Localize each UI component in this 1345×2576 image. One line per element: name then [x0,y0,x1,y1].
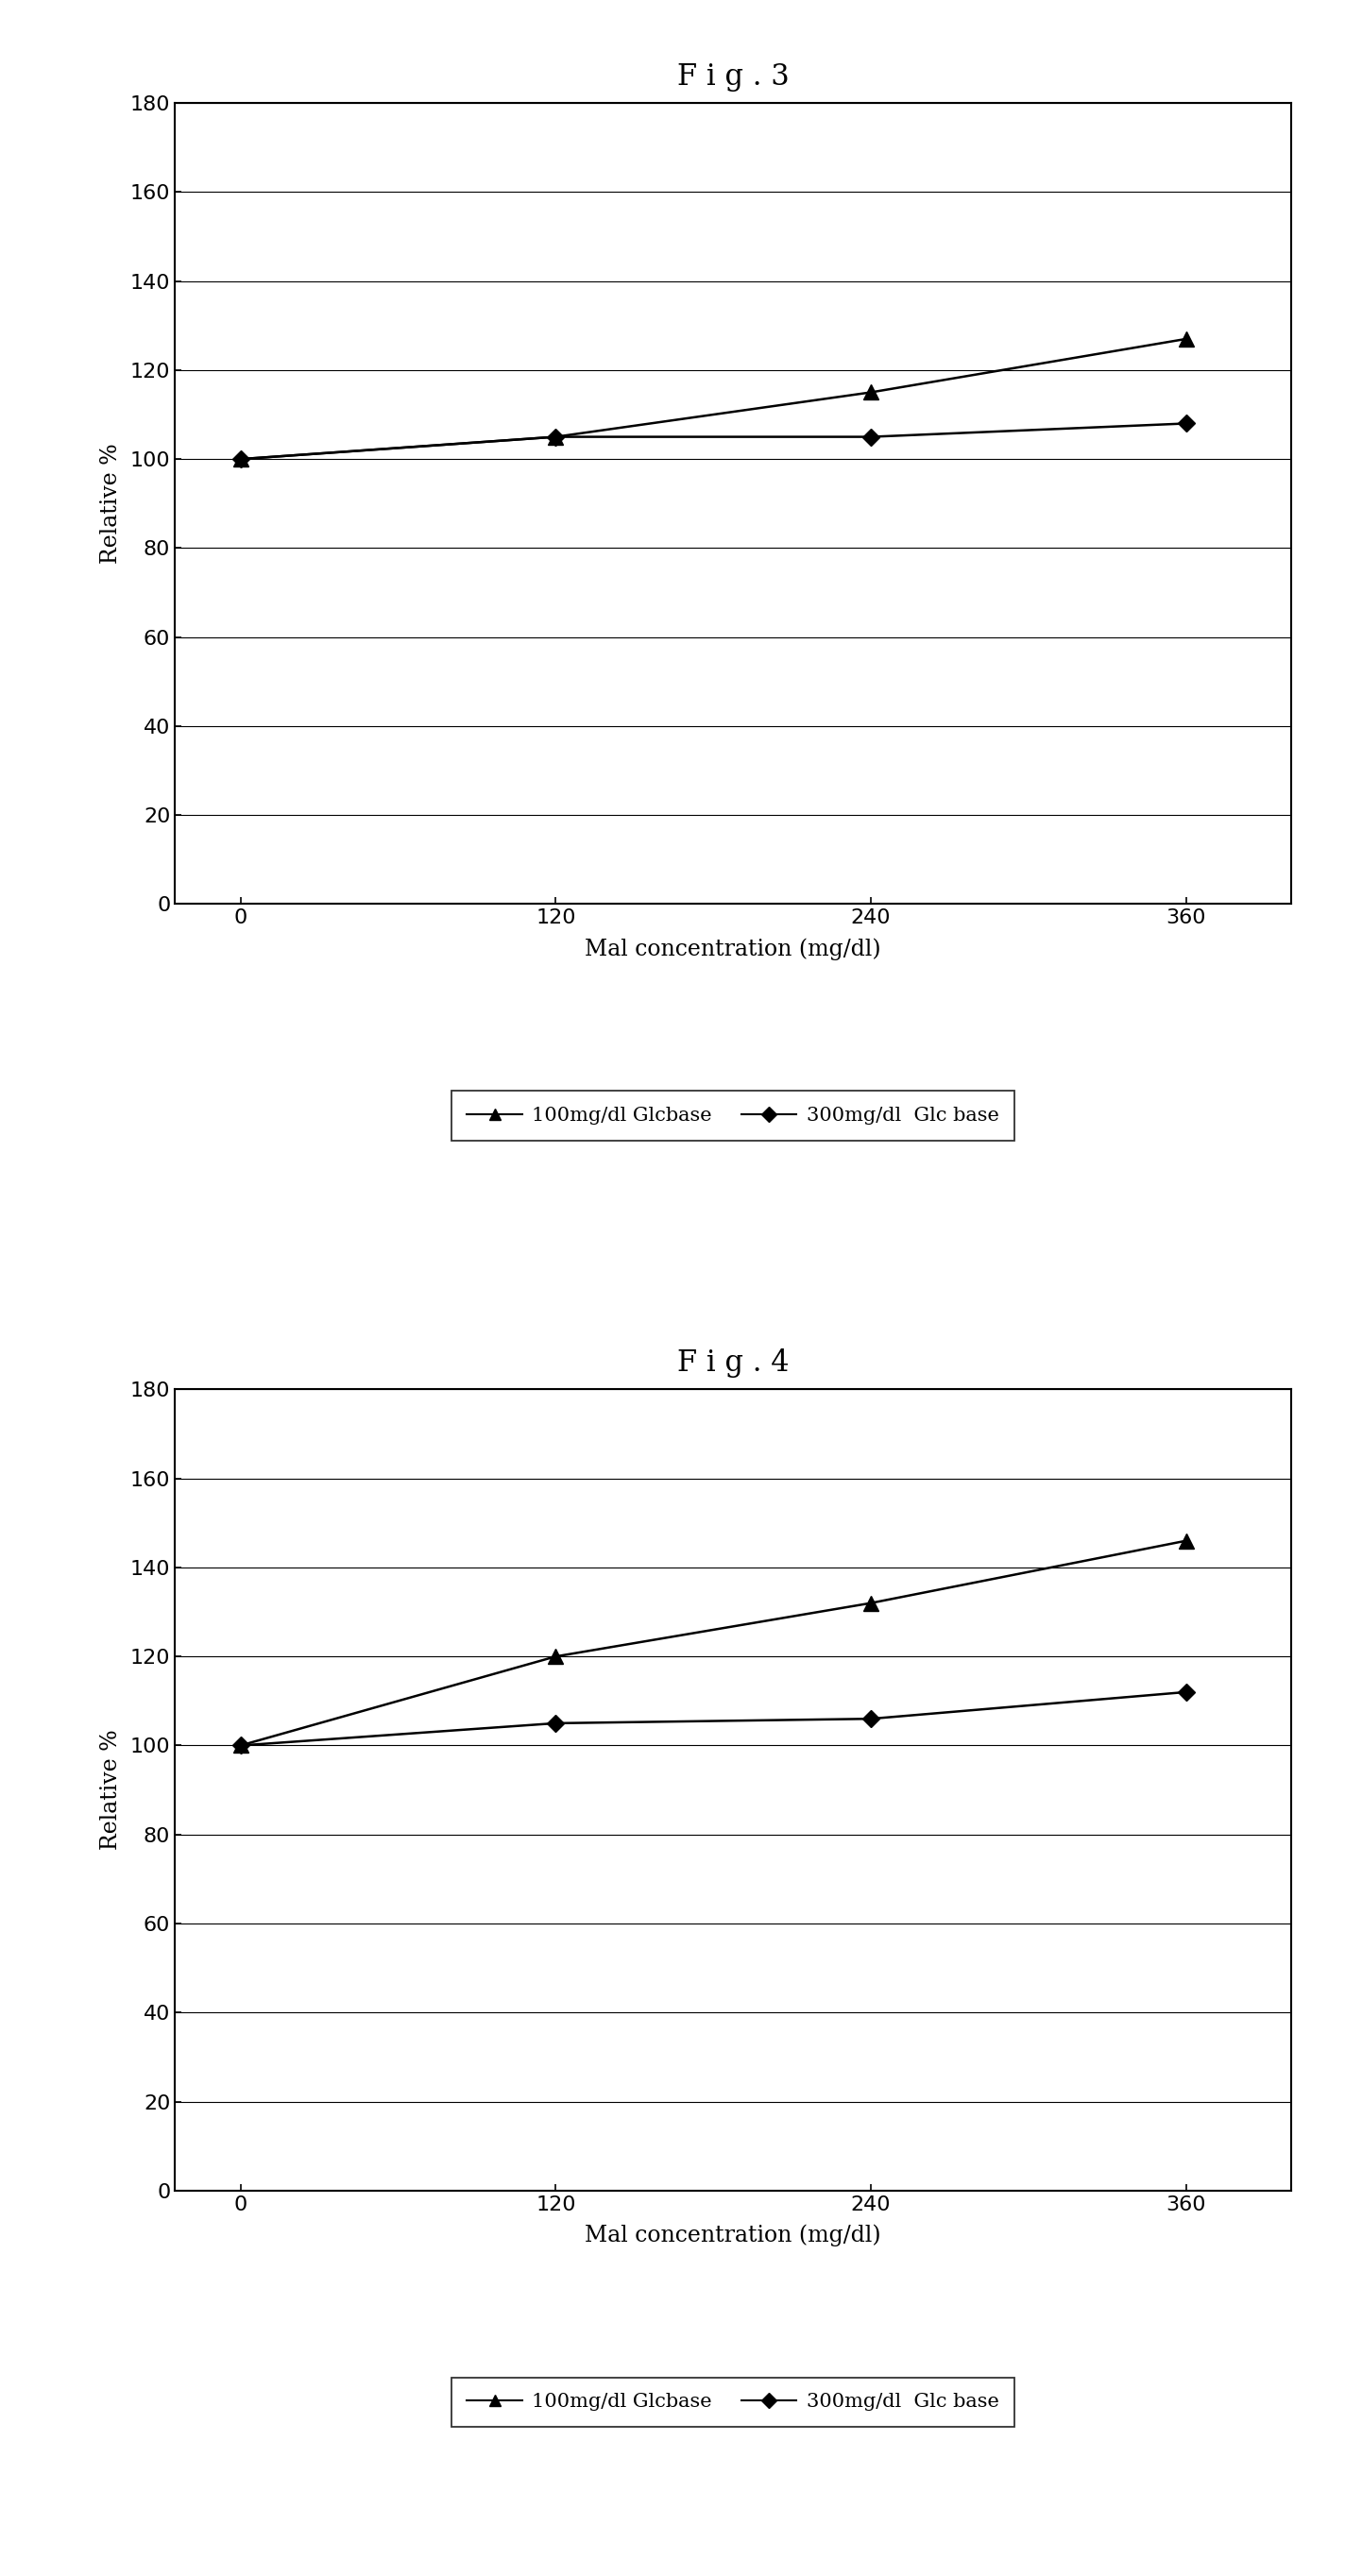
X-axis label: Mal concentration (mg/dl): Mal concentration (mg/dl) [585,938,881,961]
Title: F i g . 3: F i g . 3 [677,62,790,90]
Title: F i g . 4: F i g . 4 [677,1347,790,1378]
Legend: 100mg/dl Glcbase, 300mg/dl  Glc base: 100mg/dl Glcbase, 300mg/dl Glc base [452,2378,1014,2427]
Legend: 100mg/dl Glcbase, 300mg/dl  Glc base: 100mg/dl Glcbase, 300mg/dl Glc base [452,1092,1014,1141]
X-axis label: Mal concentration (mg/dl): Mal concentration (mg/dl) [585,2226,881,2246]
Y-axis label: Relative %: Relative % [101,443,122,564]
Y-axis label: Relative %: Relative % [101,1728,122,1850]
